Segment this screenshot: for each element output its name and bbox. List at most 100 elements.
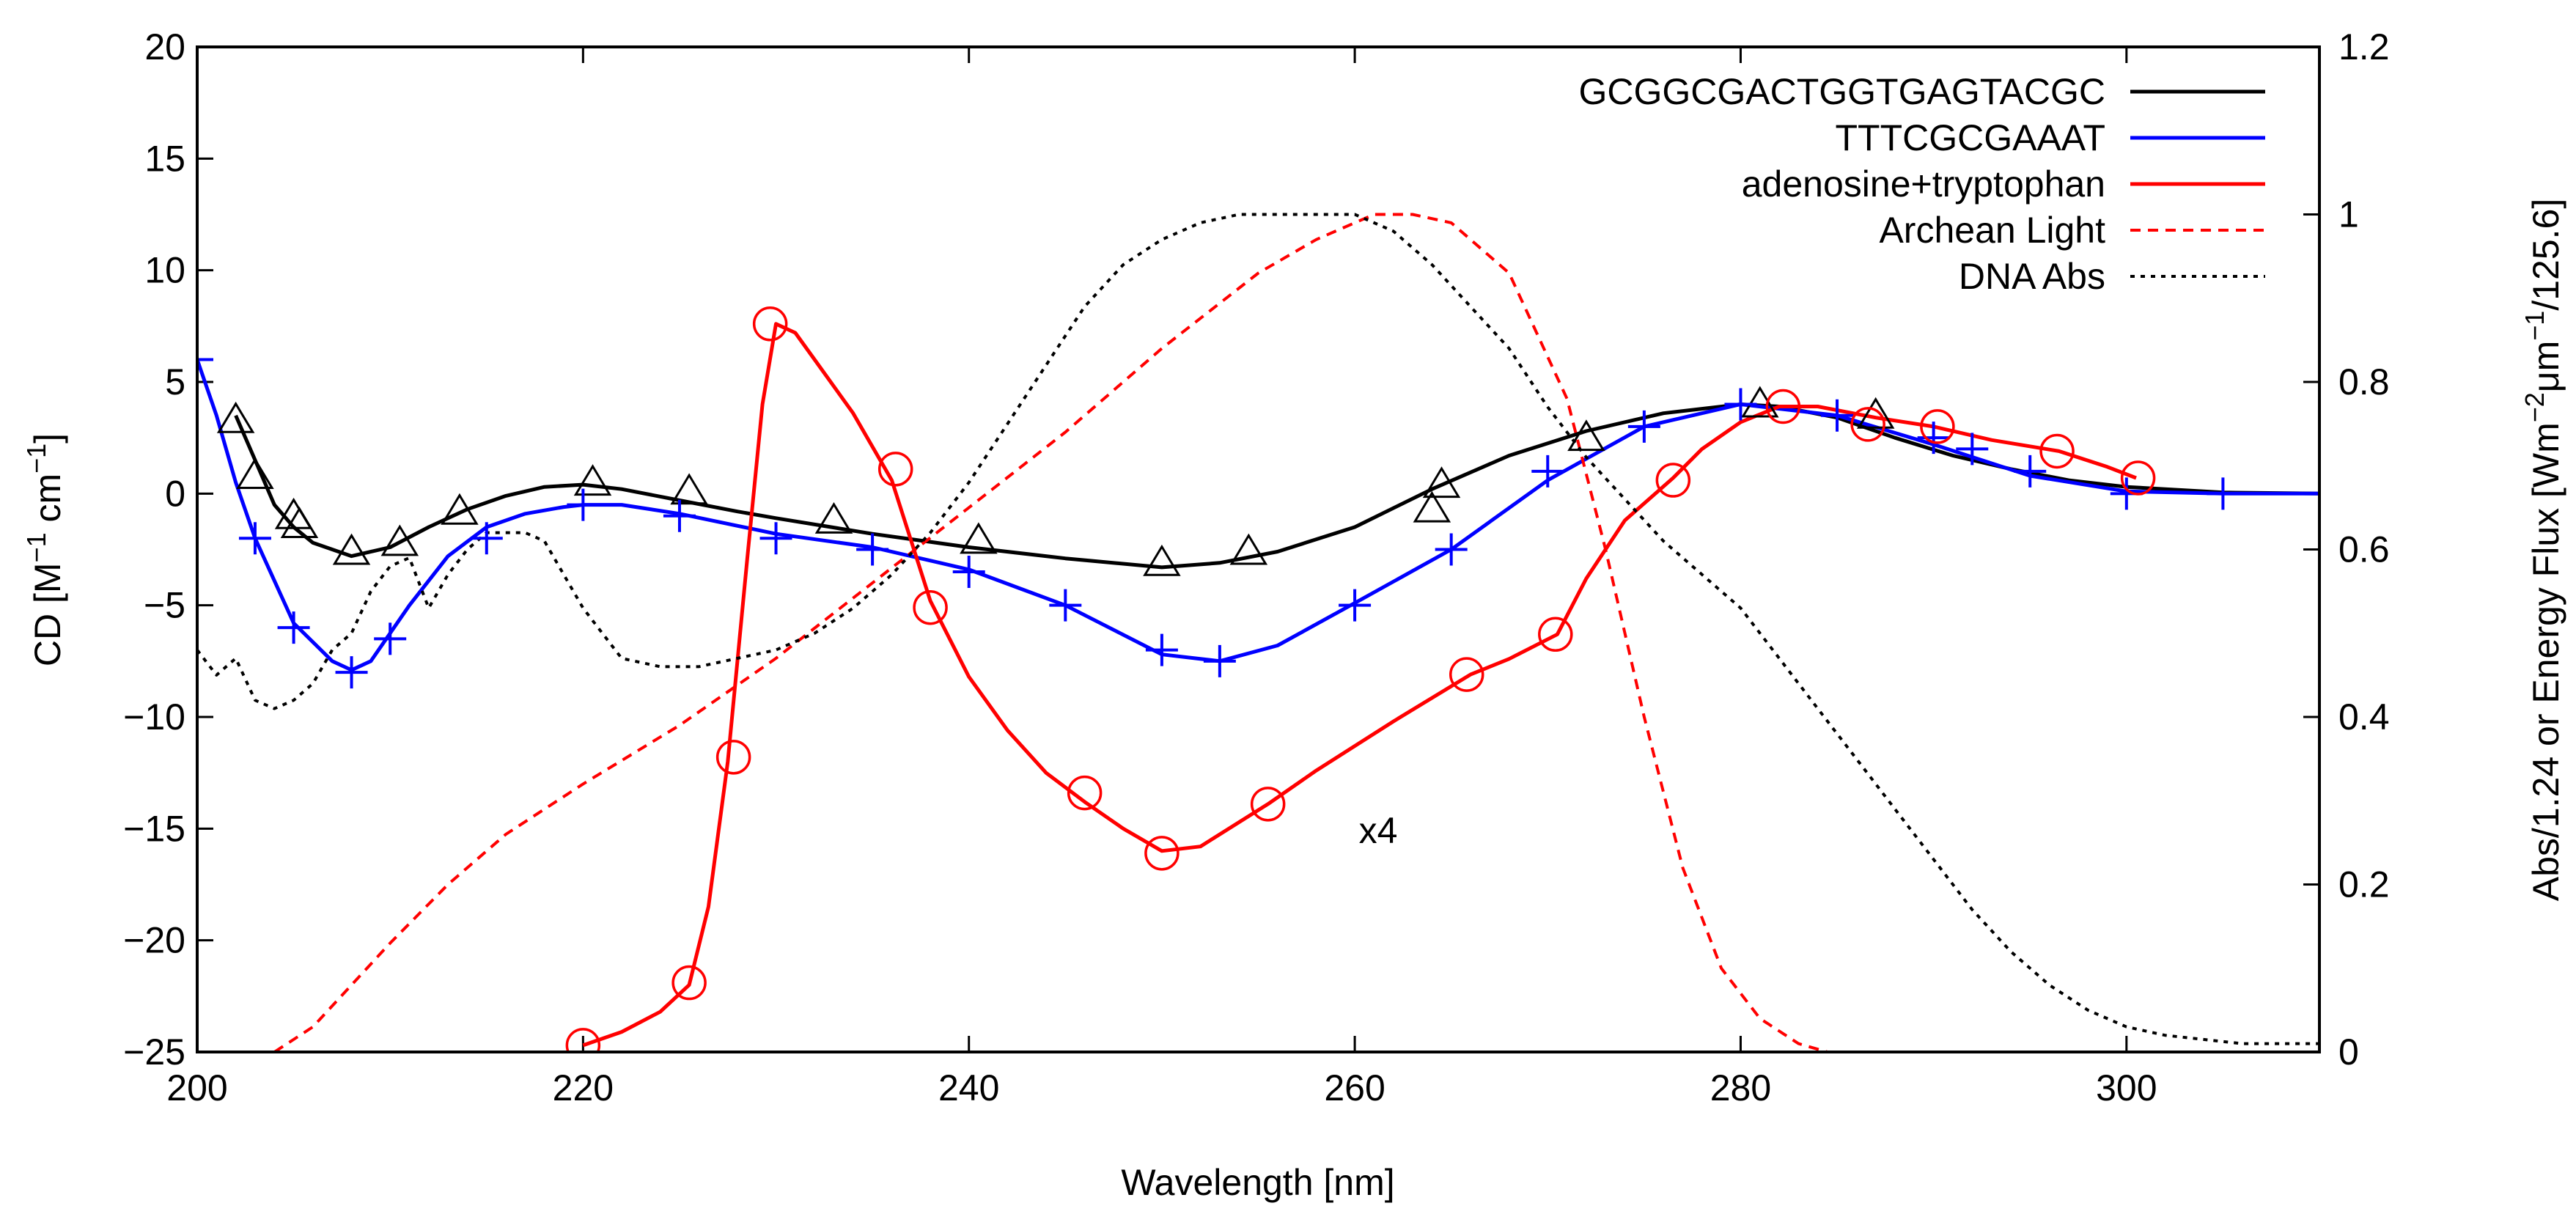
marker-plus: [374, 622, 407, 655]
y-tick-label: −5: [144, 585, 185, 626]
plot-frame: [196, 45, 2321, 1053]
marker-plus: [1531, 455, 1564, 488]
legend-entry-adenosine-tryptophan: adenosine+tryptophan: [1742, 163, 2265, 205]
marker-triangle: [1422, 466, 1461, 499]
x-tick-label: 220: [553, 1067, 614, 1108]
y-tick-label: 0: [165, 473, 185, 514]
series-markers: [197, 306, 2319, 1052]
marker-plus: [1917, 422, 1950, 455]
marker-circle: [1144, 836, 1180, 871]
marker-plus: [1956, 433, 1989, 466]
marker-circle: [752, 306, 788, 342]
marker-triangle: [380, 524, 419, 556]
marker-triangle: [332, 533, 371, 565]
x-tick-label: 240: [938, 1067, 999, 1108]
marker-plus: [663, 499, 696, 532]
y-tick-label: 15: [144, 138, 185, 179]
marker-plus: [238, 522, 271, 555]
marker-triangle: [670, 473, 708, 505]
marker-plus: [1203, 644, 1236, 677]
legend-entry-dna-abs: DNA Abs: [1959, 256, 2265, 297]
series-line-tttcgcgaaat: [197, 358, 2319, 672]
series-line-gcggcgactggtgagtacgc: [234, 402, 2319, 570]
marker-plus: [2207, 477, 2240, 510]
legend-entry-tttcgcgaaat: TTTCGCGAAAT: [1835, 117, 2265, 158]
y-tick-label: −15: [123, 808, 185, 849]
marker-triangle: [573, 464, 612, 496]
legend: GCGGCGACTGGTGAGTACGC TTTCGCGAAAT adenosi…: [1578, 71, 2265, 297]
marker-plus: [1339, 589, 1372, 622]
marker-circle: [565, 1028, 601, 1052]
legend-label: Archean Light: [1879, 210, 2105, 251]
legend-entry-archean-light: Archean Light: [1879, 210, 2265, 251]
legend-label: DNA Abs: [1959, 256, 2105, 297]
tick-labels: 200 220 240 260 280 30020151050−5−10−15−20−25…: [123, 26, 2389, 1108]
marker-circle: [715, 740, 751, 775]
x-tick-label: 200: [166, 1067, 227, 1108]
legend-entry-gcggcgactggtgagtacgc: GCGGCGACTGGTGAGTACGC: [1578, 71, 2265, 112]
marker-triangle: [1413, 490, 1451, 523]
marker-triangle: [1229, 533, 1268, 565]
marker-plus: [197, 343, 213, 376]
marker-triangle: [280, 507, 319, 538]
y-axis-title: CD [M−1 cm−1]: [21, 433, 68, 666]
x-tick-label: 300: [2096, 1067, 2157, 1108]
y-tick-label: −25: [123, 1031, 185, 1073]
marker-plus: [277, 611, 310, 644]
marker-plus: [2303, 477, 2319, 510]
marker-circle: [2039, 433, 2075, 469]
marker-triangle: [236, 457, 274, 489]
y2-tick-label: 0.6: [2338, 529, 2390, 570]
marker-triangle: [960, 522, 998, 554]
marker-circle: [1538, 617, 1573, 652]
marker-circle: [1449, 657, 1484, 692]
y2-tick-label: 0.8: [2338, 361, 2390, 402]
marker-plus: [759, 522, 792, 555]
y2-tick-label: 0.2: [2338, 864, 2390, 905]
marker-plus: [335, 656, 368, 689]
y-tick-label: 5: [165, 361, 185, 402]
marker-circle: [1655, 463, 1691, 498]
y-tick-label: 10: [144, 250, 185, 291]
marker-plus: [1724, 388, 1757, 421]
legend-label: TTTCGCGAAAT: [1835, 117, 2105, 158]
marker-circle: [2120, 460, 2156, 496]
marker-triangle: [441, 493, 479, 525]
marker-plus: [1435, 533, 1468, 566]
marker-triangle: [1567, 419, 1605, 452]
marker-plus: [1145, 633, 1178, 666]
marker-circle: [1920, 409, 1955, 444]
series-line-archean-light: [273, 213, 1828, 1052]
marker-circle: [1067, 775, 1103, 811]
y2-tick-label: 0: [2338, 1031, 2359, 1073]
marker-circle: [671, 965, 707, 1001]
y-tick-label: −10: [123, 696, 185, 737]
series-line-dna-abs: [197, 213, 2319, 1045]
marker-circle: [877, 452, 913, 487]
y2-axis-title: Abs/1.24 or Energy Flux [Wm−2μm−1/125.6]: [2520, 199, 2566, 901]
marker-circle: [1850, 407, 1885, 442]
x-tick-label: 280: [1710, 1067, 1771, 1108]
marker-circle: [1765, 389, 1801, 424]
marker-plus: [952, 555, 985, 588]
x-tick-label: 260: [1324, 1067, 1385, 1108]
marker-triangle: [216, 401, 255, 433]
marker-plus: [567, 488, 600, 521]
series-lines: [197, 213, 2319, 1052]
marker-plus: [1627, 410, 1660, 443]
marker-plus: [1821, 399, 1854, 432]
marker-plus: [2014, 455, 2047, 488]
x-axis-title: Wavelength [nm]: [1121, 1162, 1394, 1203]
y2-tick-label: 1: [2338, 194, 2359, 235]
marker-plus: [856, 533, 889, 566]
marker-triangle: [1741, 386, 1779, 418]
marker-plus: [1049, 589, 1082, 622]
marker-plus: [470, 522, 503, 555]
y-tick-label: 20: [144, 26, 185, 67]
marker-triangle: [814, 501, 853, 534]
legend-label: GCGGCGACTGGTGAGTACGC: [1578, 71, 2105, 112]
series-line-adenosine-tryptophan: [582, 322, 2137, 1048]
annotation-x4: x4: [1359, 810, 1398, 851]
marker-circle: [913, 589, 948, 625]
y-tick-label: −20: [123, 920, 185, 961]
